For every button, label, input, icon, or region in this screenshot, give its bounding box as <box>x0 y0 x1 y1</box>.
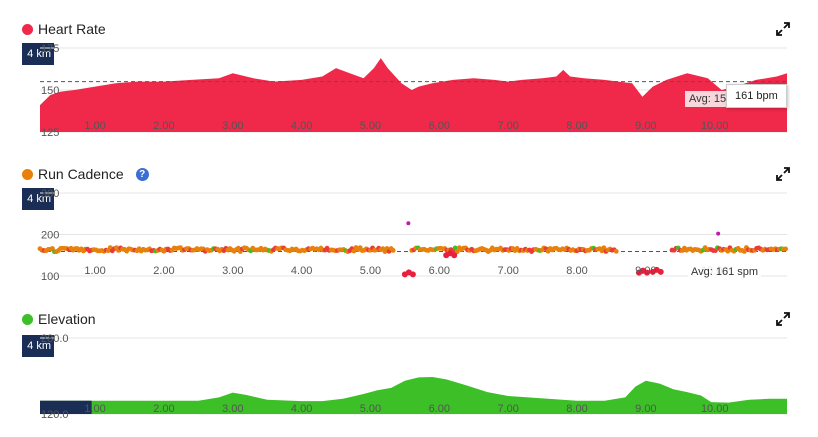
x-tick-label: 2.00 <box>153 265 174 277</box>
x-tick-label: 4.00 <box>291 403 312 415</box>
distance-unit-badge: 4 km <box>22 335 54 357</box>
heart-rate-average-label: Avg: 15 <box>685 91 731 107</box>
expand-icon[interactable] <box>776 312 790 326</box>
heart-rate-title-text: Heart Rate <box>38 21 106 37</box>
elevation-legend-dot <box>22 313 33 325</box>
cadence-point <box>351 248 357 254</box>
cadence-point <box>613 248 619 254</box>
x-tick-label: 1.00 <box>84 403 105 415</box>
x-tick-label: 7.00 <box>497 403 518 415</box>
heart-rate-area <box>40 58 787 132</box>
x-tick-label: 7.00 <box>497 265 518 277</box>
heart-rate-tooltip: 161 bpm <box>726 84 787 108</box>
elevation-area <box>40 376 787 414</box>
cadence-dip-point <box>643 269 650 276</box>
x-tick-label: 9.00 <box>635 120 656 132</box>
cadence-outlier-point <box>716 231 721 236</box>
heart-rate-title: Heart Rate <box>22 21 106 37</box>
cadence-dip-point <box>409 271 416 278</box>
y-tick-label: 120.0 <box>41 409 69 421</box>
expand-icon[interactable] <box>776 22 790 36</box>
elevation-title-text: Elevation <box>38 311 96 327</box>
x-tick-label: 9.00 <box>635 265 656 277</box>
x-tick-label: 6.00 <box>429 120 450 132</box>
x-tick-label: 2.00 <box>153 120 174 132</box>
y-tick-label: 175 <box>41 43 59 55</box>
x-tick-label: 7.00 <box>497 120 518 132</box>
cadence-point <box>601 245 607 251</box>
elevation-title: Elevation <box>22 311 96 327</box>
x-tick-label: 5.00 <box>360 403 381 415</box>
cadence-dip-point <box>451 252 458 259</box>
cadence-point <box>452 245 458 251</box>
expand-icon[interactable] <box>776 167 790 181</box>
x-tick-label: 8.00 <box>566 265 587 277</box>
cadence-dip-point <box>657 268 664 275</box>
x-tick-label: 3.00 <box>222 265 243 277</box>
elevation-start-band <box>40 400 92 414</box>
x-tick-label: 3.00 <box>222 403 243 415</box>
y-tick-label: 125 <box>41 127 59 139</box>
elevation-chart: 280.0 120.0 1.00 2.00 3.00 4.00 5.00 6.00 7.00 8.… <box>40 333 787 421</box>
x-tick-label: 10.00 <box>701 120 729 132</box>
cadence-point <box>741 249 747 254</box>
y-tick-label: 280.0 <box>41 333 69 345</box>
x-tick-label: 3.00 <box>222 120 243 132</box>
x-tick-label: 8.00 <box>566 120 587 132</box>
help-icon[interactable]: ? <box>135 167 149 181</box>
heart-rate-legend-dot <box>22 23 33 35</box>
cadence-point <box>725 248 731 254</box>
cadence-title: Run Cadence ? <box>22 166 149 182</box>
heart-rate-chart: 175 150 125 1.00 2.00 3.00 4.00 5.00 6.00 7.00 8.0… <box>40 43 787 139</box>
y-tick-label: 150 <box>41 85 59 97</box>
x-tick-label: 4.00 <box>291 120 312 132</box>
x-tick-label: 4.00 <box>291 265 312 277</box>
x-tick-label: 1.00 <box>84 120 105 132</box>
x-tick-label: 6.00 <box>429 265 450 277</box>
x-tick-label: 5.00 <box>360 265 381 277</box>
x-tick-label: 5.00 <box>360 120 381 132</box>
y-tick-label: 200 <box>41 230 59 242</box>
elevation-panel: Elevation 4 km 280.0 120.0 1.00 2.00 3.00 4.0… <box>0 290 818 437</box>
cadence-average-label: Avg: 161 spm <box>688 265 762 279</box>
x-tick-label: 8.00 <box>566 403 587 415</box>
x-tick-label: 9.00 <box>635 403 656 415</box>
x-tick-label: 1.00 <box>84 265 105 277</box>
x-tick-label: 6.00 <box>429 403 450 415</box>
heart-rate-panel: Heart Rate 4 km 175 150 125 1.00 2.00 3.00 4.0… <box>0 0 818 145</box>
x-tick-label: 2.00 <box>153 403 174 415</box>
y-tick-label: 100 <box>41 271 59 283</box>
cadence-point <box>390 247 396 253</box>
x-tick-label: 10.00 <box>701 403 729 415</box>
cadence-legend-dot <box>22 168 33 180</box>
cadence-title-text: Run Cadence <box>38 166 124 182</box>
cadence-point <box>783 246 789 252</box>
cadence-outlier-point <box>406 221 411 226</box>
cadence-chart: 300 200 100 1.00 2.00 3.00 4.00 5.00 6.00 7.00 8.0… <box>37 188 789 283</box>
cadence-panel: Run Cadence ? 4 km 300 200 100 1.00 2.00 3.00… <box>0 145 818 290</box>
y-tick-label: 300 <box>41 188 59 200</box>
